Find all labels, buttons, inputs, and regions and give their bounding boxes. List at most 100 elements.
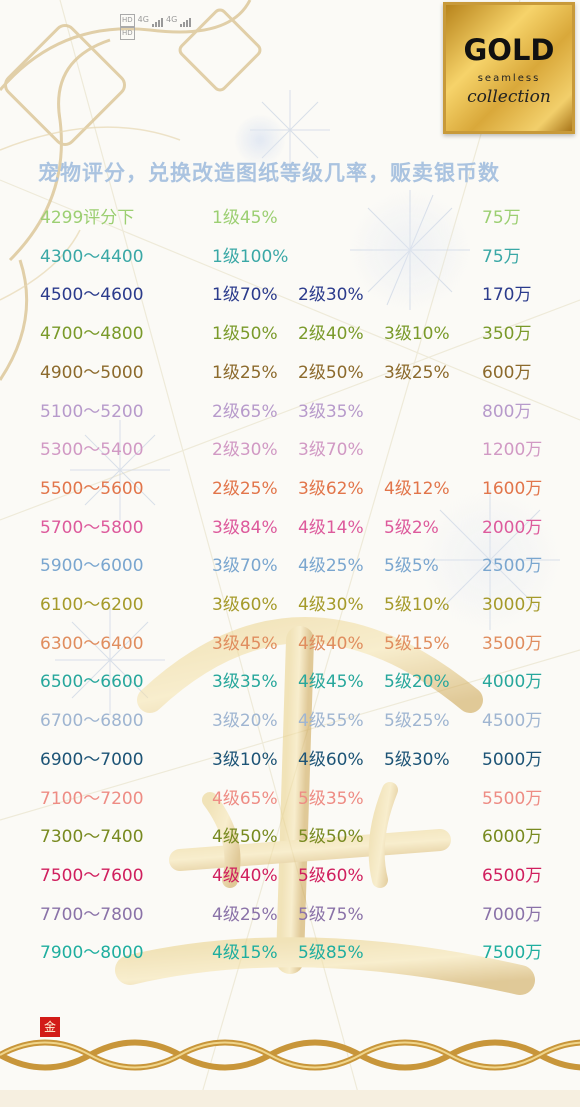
- score-range: 6700～6800: [40, 711, 144, 732]
- grade-chance: 3级62%: [298, 478, 364, 499]
- score-range: 4700～4800: [40, 324, 144, 345]
- grade-chance: 4级14%: [298, 517, 364, 538]
- sell-price: 6500万: [482, 865, 543, 886]
- sell-price: 2000万: [482, 517, 543, 538]
- table-row: 4700～4800 1级50% 2级40% 3级10% 350万: [0, 319, 580, 349]
- table-row: 6900～7000 3级10% 4级60% 5级30% 5000万: [0, 745, 580, 775]
- sell-price: 170万: [482, 285, 532, 306]
- grade-chance: 2级25%: [212, 478, 278, 499]
- table-row: 5100～5200 2级65% 3级35% 800万: [0, 397, 580, 427]
- score-range: 4900～5000: [40, 362, 144, 383]
- grade-chance: 4级40%: [298, 633, 364, 654]
- table-row: 4300～4400 1级100% 75万: [0, 242, 580, 272]
- score-range: 7100～7200: [40, 788, 144, 809]
- grade-chance: 3级70%: [298, 440, 364, 461]
- logo-script-text: collection: [467, 87, 551, 107]
- grade-chance: 5级50%: [298, 827, 364, 848]
- sell-price: 3000万: [482, 595, 543, 615]
- grade-chance: 5级30%: [384, 749, 450, 770]
- logo-subtext: seamless: [477, 73, 541, 84]
- status-bar: HD 4G 4G HD: [120, 14, 192, 40]
- grade-chance: 2级30%: [212, 440, 278, 461]
- sell-price: 1200万: [482, 440, 543, 461]
- table-row: 5700～5800 3级84% 4级14% 5级2% 2000万: [0, 513, 580, 543]
- grade-chance: 5级10%: [384, 595, 450, 615]
- grade-chance: 3级20%: [212, 711, 278, 732]
- grade-chance: 4级30%: [298, 595, 364, 615]
- table-row: 7100～7200 4级65% 5级35% 5500万: [0, 784, 580, 814]
- sell-price: 6000万: [482, 827, 543, 848]
- grade-chance: 4级15%: [212, 943, 278, 964]
- grade-chance: 4级12%: [384, 478, 450, 499]
- sell-price: 600万: [482, 362, 532, 383]
- grade-chance: 3级25%: [384, 362, 450, 383]
- grade-chance: 4级25%: [212, 904, 278, 925]
- grade-chance: 3级35%: [298, 401, 364, 422]
- grade-chance: 1级45%: [212, 208, 278, 228]
- table-row: 6100～6200 3级60% 4级30% 5级10% 3000万: [0, 590, 580, 620]
- score-range: 5100～5200: [40, 401, 144, 422]
- sell-price: 7000万: [482, 904, 543, 925]
- table-row: 5300～5400 2级30% 3级70% 1200万: [0, 435, 580, 465]
- grade-chance: 4级50%: [212, 827, 278, 848]
- grade-chance: 4级55%: [298, 711, 364, 732]
- page-title: 宠物评分，兑换改造图纸等级几率，贩卖银币数: [38, 160, 500, 185]
- score-range: 6300～6400: [40, 633, 144, 654]
- signal-icon: [179, 16, 192, 27]
- grade-chance: 5级85%: [298, 943, 364, 964]
- seal-stamp: 金: [40, 1017, 60, 1037]
- grade-chance: 1级100%: [212, 246, 289, 267]
- grade-chance: 2级50%: [298, 362, 364, 383]
- grade-chance: 5级25%: [384, 711, 450, 732]
- score-range: 7700～7800: [40, 904, 144, 925]
- table-row: 6300～6400 3级45% 4级40% 5级15% 3500万: [0, 629, 580, 659]
- sell-price: 75万: [482, 208, 521, 228]
- grade-chance: 5级15%: [384, 633, 450, 654]
- grade-chance: 5级5%: [384, 556, 439, 577]
- score-range: 6500～6600: [40, 672, 144, 693]
- table-row: 6500～6600 3级35% 4级45% 5级20% 4000万: [0, 667, 580, 697]
- grade-chance: 3级10%: [212, 749, 278, 770]
- table-row: 4500～4600 1级70% 2级30% 170万: [0, 280, 580, 310]
- grade-chance: 2级30%: [298, 285, 364, 306]
- table-row: 7700～7800 4级25% 5级75% 7000万: [0, 900, 580, 930]
- grade-chance: 1级70%: [212, 285, 278, 306]
- sell-price: 5500万: [482, 788, 543, 809]
- sell-price: 4500万: [482, 711, 543, 732]
- grade-chance: 2级40%: [298, 324, 364, 345]
- grade-chance: 4级45%: [298, 672, 364, 693]
- table-row: 6700～6800 3级20% 4级55% 5级25% 4500万: [0, 706, 580, 736]
- grade-chance: 5级60%: [298, 865, 364, 886]
- grade-chance: 3级10%: [384, 324, 450, 345]
- grade-chance: 1级50%: [212, 324, 278, 345]
- signal-icon: [151, 16, 164, 27]
- score-range: 4299评分下: [40, 208, 135, 228]
- grade-chance: 1级25%: [212, 362, 278, 383]
- grade-chance: 4级60%: [298, 749, 364, 770]
- grade-chance: 3级84%: [212, 517, 278, 538]
- sell-price: 5000万: [482, 749, 543, 770]
- logo-text: GOLD: [463, 33, 555, 67]
- grade-chance: 3级35%: [212, 672, 278, 693]
- table-row: 7900～8000 4级15% 5级85% 7500万: [0, 938, 580, 968]
- sell-price: 7500万: [482, 943, 543, 964]
- gold-collection-logo: GOLD seamless collection: [443, 2, 575, 134]
- table-row: 4299评分下 1级45% 75万: [0, 203, 580, 233]
- sell-price: 1600万: [482, 478, 543, 499]
- grade-chance: 4级65%: [212, 788, 278, 809]
- grade-chance: 4级25%: [298, 556, 364, 577]
- hd-icon: HD: [120, 14, 135, 27]
- score-range: 5700～5800: [40, 517, 144, 538]
- grade-chance: 5级35%: [298, 788, 364, 809]
- grade-chance: 5级20%: [384, 672, 450, 693]
- table-row: 7300～7400 4级50% 5级50% 6000万: [0, 822, 580, 852]
- sell-price: 800万: [482, 401, 532, 422]
- grade-chance: 5级75%: [298, 904, 364, 925]
- grade-chance: 3级60%: [212, 595, 278, 615]
- sell-price: 4000万: [482, 672, 543, 693]
- score-range: 4500～4600: [40, 285, 144, 306]
- score-range: 7300～7400: [40, 827, 144, 848]
- grade-chance: 2级65%: [212, 401, 278, 422]
- grade-chance: 3级70%: [212, 556, 278, 577]
